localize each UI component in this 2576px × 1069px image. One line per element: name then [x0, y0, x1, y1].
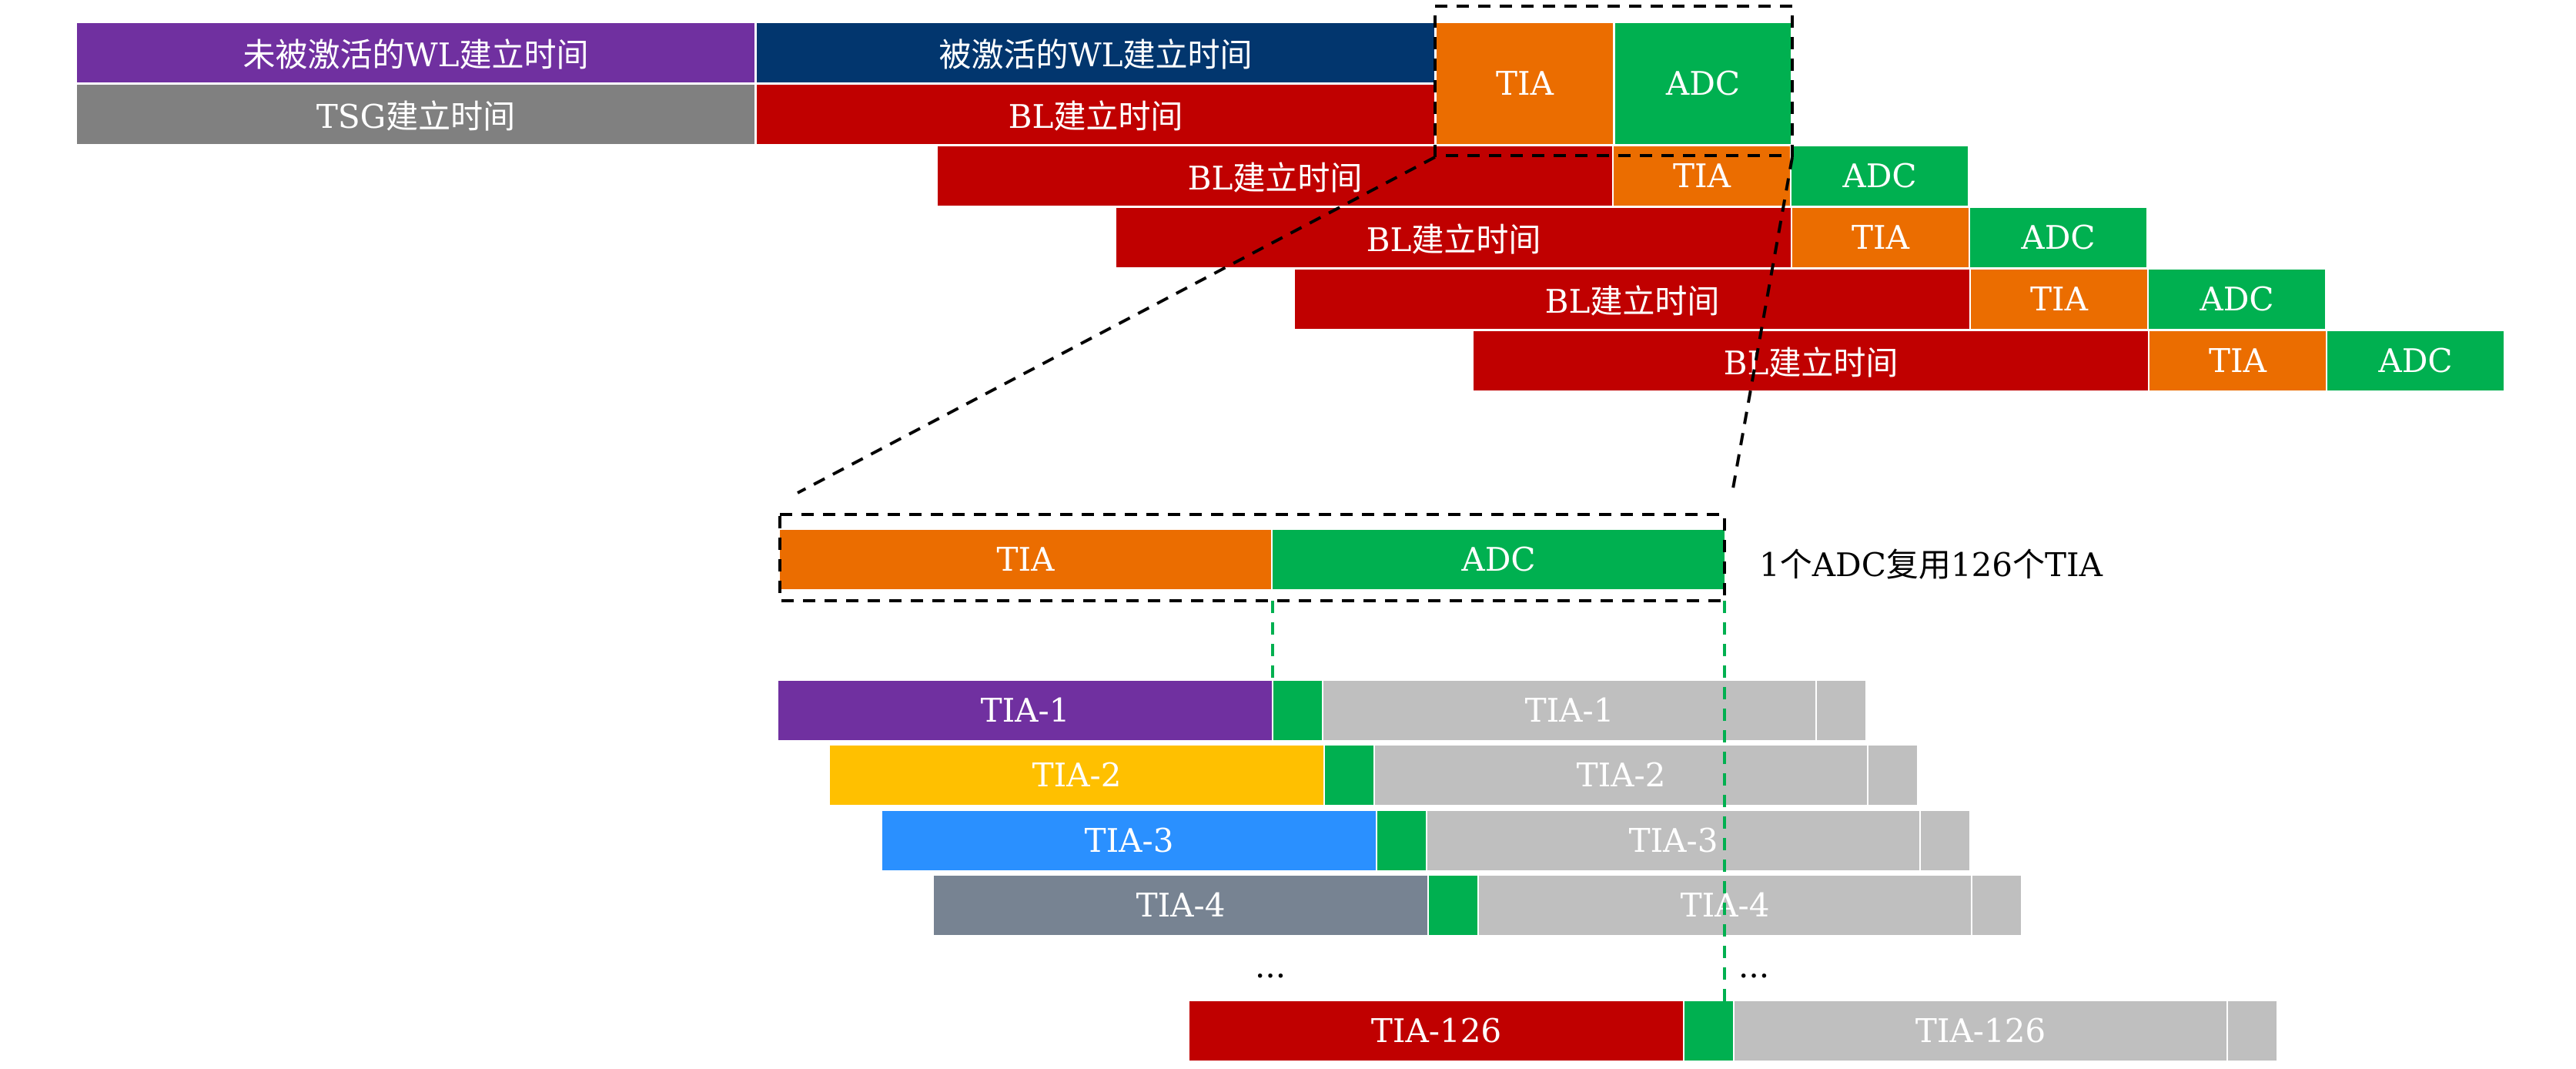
idle-tail — [1972, 876, 2021, 935]
tia-row-3-active-label: TIA-4 — [1136, 886, 1226, 924]
tsg-bar-label: TSG建立时间 — [316, 98, 516, 136]
tia-bar: TIA — [1792, 208, 1969, 267]
bl-bar-label: BL建立时间 — [1008, 98, 1183, 136]
adc-bar-label: ADC — [2200, 280, 2274, 318]
tia-row-4-idle-label: TIA-126 — [1915, 1012, 2046, 1050]
tia-row-2-idle-label: TIA-3 — [1628, 822, 1718, 860]
adc-bar-label: ADC — [2378, 342, 2453, 380]
idle-tail — [2228, 1001, 2277, 1061]
bl-bar: BL建立时间 — [938, 146, 1612, 206]
bl-bar-label: BL建立时间 — [1366, 221, 1541, 259]
adc-bar-label: ADC — [1665, 65, 1741, 102]
tia-row-1-active: TIA-2 — [830, 746, 1323, 805]
bl-bar: BL建立时间 — [757, 85, 1434, 144]
tia-row-0-active: TIA-1 — [778, 681, 1272, 740]
adc-slot — [1273, 681, 1322, 740]
ellipsis-right: ... — [1738, 947, 1770, 985]
tia-bar-label: TIA — [1673, 157, 1731, 195]
adc-bar-label: ADC — [2021, 219, 2096, 256]
tia-row-2-active: TIA-3 — [882, 811, 1376, 870]
idle-tail — [1868, 746, 1917, 805]
adc-slot — [1684, 1001, 1733, 1061]
tia-row-4-idle: TIA-126 — [1735, 1001, 2226, 1061]
zoom-adc-bar: ADC — [1273, 530, 1725, 589]
tia-bar-label: TIA — [1852, 219, 1909, 256]
tia-row-4-active: TIA-126 — [1189, 1001, 1683, 1061]
idle-tail — [1817, 681, 1865, 740]
tia-row-0-idle: TIA-1 — [1323, 681, 1815, 740]
adc-bar-label: ADC — [1842, 157, 1917, 195]
tia-row-3-idle-label: TIA-4 — [1680, 886, 1770, 924]
tia-row-0-active-label: TIA-1 — [980, 692, 1070, 729]
bl-bar: BL建立时间 — [1474, 331, 2148, 390]
bl-bar: BL建立时间 — [1116, 208, 1791, 267]
tsg-bar: TSG建立时间 — [77, 85, 754, 144]
unactivated-wl-bar: 未被激活的WL建立时间 — [77, 23, 754, 82]
tia-bar-label: TIA — [1496, 65, 1554, 102]
bl-bar: BL建立时间 — [1295, 270, 1969, 329]
zoom-tia-bar-label: TIA — [996, 541, 1055, 578]
unactivated-wl-bar-label: 未被激活的WL建立时间 — [243, 36, 589, 74]
zoom-adc-bar-label: ADC — [1461, 541, 1536, 578]
bl-bar-label: BL建立时间 — [1723, 344, 1899, 382]
tia-bar-label: TIA — [2030, 280, 2088, 318]
tia-row-4-active-label: TIA-126 — [1370, 1012, 1502, 1050]
ellipsis-left: ... — [1255, 947, 1286, 985]
zoom-tia-bar: TIA — [780, 530, 1271, 589]
activated-wl-bar-label: 被激活的WL建立时间 — [938, 36, 1253, 74]
tia-row-3-active: TIA-4 — [934, 876, 1427, 935]
adc-bar: ADC — [1615, 23, 1791, 144]
tia-bar: TIA — [1437, 23, 1613, 144]
tia-row-2-idle: TIA-3 — [1427, 811, 1919, 870]
tia-row-1-idle: TIA-2 — [1375, 746, 1867, 805]
tia-row-1-idle-label: TIA-2 — [1576, 756, 1666, 794]
bl-bar-label: BL建立时间 — [1187, 159, 1363, 197]
idle-tail — [1921, 811, 1969, 870]
adc-mux-note: 1个ADC复用126个TIA — [1759, 546, 2103, 584]
adc-slot — [1429, 876, 1477, 935]
adc-slot — [1325, 746, 1373, 805]
adc-bar: ADC — [1791, 146, 1968, 206]
tia-bar-label: TIA — [2209, 342, 2267, 380]
tia-row-3-idle: TIA-4 — [1479, 876, 1971, 935]
adc-slot — [1377, 811, 1426, 870]
activated-wl-bar: 被激活的WL建立时间 — [757, 23, 1434, 82]
adc-bar: ADC — [1970, 208, 2146, 267]
tia-row-2-active-label: TIA-3 — [1084, 822, 1174, 860]
tia-row-1-active-label: TIA-2 — [1032, 756, 1122, 794]
tia-row-0-idle-label: TIA-1 — [1524, 692, 1614, 729]
bl-bar-label: BL建立时间 — [1544, 283, 1720, 320]
adc-bar: ADC — [2149, 270, 2325, 329]
tia-bar: TIA — [1614, 146, 1790, 206]
tia-bar: TIA — [1971, 270, 2147, 329]
adc-bar: ADC — [2327, 331, 2504, 390]
tia-bar: TIA — [2149, 331, 2326, 390]
